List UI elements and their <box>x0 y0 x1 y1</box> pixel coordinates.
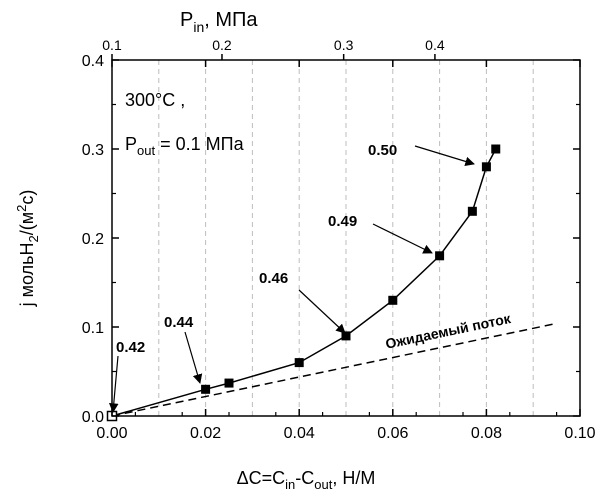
annotation-arrow <box>108 355 119 413</box>
annotation-label: 0.42 <box>116 339 145 356</box>
y-tick-label: 0.4 <box>82 53 104 70</box>
y-tick-label: 0.1 <box>82 320 104 337</box>
top-tick-label: 0.1 <box>102 37 122 53</box>
annotations: 0.42 0.44 0.46 0.49 0.50 300°C , Pout = 0.1 МП… <box>108 90 475 413</box>
annotation-arrow <box>298 289 346 334</box>
annotation-label: 0.44 <box>164 314 194 331</box>
x-tick-label: 0.04 <box>284 425 315 442</box>
grid-lines <box>158 60 534 416</box>
x-tick-label: 0.00 <box>96 425 127 442</box>
annotation-arrow <box>372 223 433 254</box>
data-point <box>224 378 234 388</box>
data-point <box>388 295 398 305</box>
y-tick-label: 0.3 <box>82 142 104 159</box>
data-point <box>201 384 211 394</box>
y-tick-label: 0.2 <box>82 231 104 248</box>
data-point <box>491 144 501 154</box>
y-tick-label: 0.0 <box>82 409 104 426</box>
annotation-label: 0.46 <box>259 270 288 287</box>
expected-flux-line <box>111 322 557 417</box>
plot-frame <box>111 59 581 417</box>
top-tick-label: 0.2 <box>212 37 232 53</box>
top-tick-label: 0.4 <box>425 37 445 53</box>
x-tick-label: 0.10 <box>564 425 595 442</box>
pout-label: Pout = 0.1 МПа <box>125 134 245 158</box>
annotation-label: 0.50 <box>368 142 397 159</box>
x-tick-label: 0.08 <box>471 425 502 442</box>
data-point <box>341 331 351 341</box>
annotation-label: 0.49 <box>328 213 357 230</box>
temperature-label: 300°C , <box>125 90 185 110</box>
annotation-arrow <box>414 145 475 167</box>
top-tick-label: 0.3 <box>334 37 354 53</box>
x-tick-label: 0.06 <box>377 425 408 442</box>
annotation-arrow <box>184 331 203 384</box>
data-point <box>467 206 477 216</box>
top-axis-label: Pin, МПа <box>180 9 258 35</box>
measured-series-line <box>111 148 497 417</box>
axis-labels: ΔC=Cin-Cout, Н/М Pin, МПа j мольH2/(м2c) <box>14 9 375 492</box>
series-layer: Ожидаемый поток <box>106 144 557 422</box>
axes: 0.00 0.02 0.04 0.06 0.08 0.100.00.10.20.30.40… <box>82 37 596 442</box>
data-point <box>294 358 304 368</box>
x-axis-label: ΔC=Cin-Cout, Н/М <box>237 468 376 492</box>
y-axis-label: j мольH2/(м2c) <box>14 190 41 308</box>
x-tick-label: 0.02 <box>190 425 221 442</box>
data-point <box>435 251 445 261</box>
data-point <box>481 162 491 172</box>
